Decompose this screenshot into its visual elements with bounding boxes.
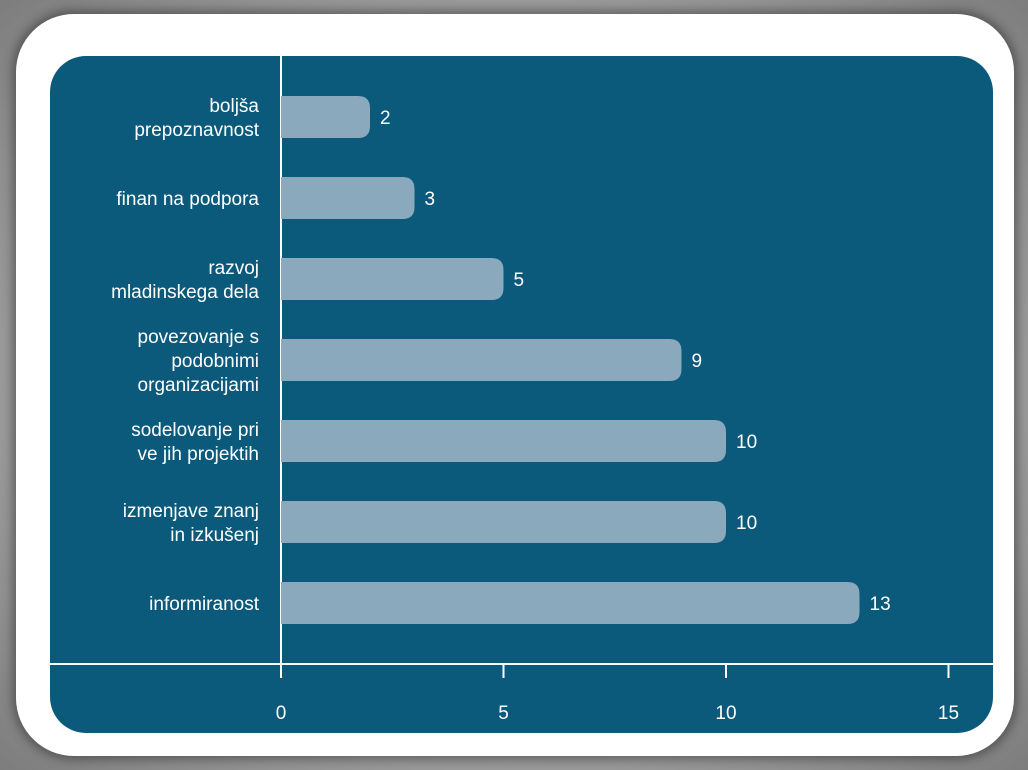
x-tick-label: 15 xyxy=(938,703,959,724)
category-label: ve jih projektih xyxy=(138,444,259,465)
bar xyxy=(281,582,860,624)
bar-value-label: 3 xyxy=(425,189,436,210)
bar xyxy=(281,420,726,462)
category-label: in izkušenj xyxy=(170,525,259,546)
x-tick-label: 5 xyxy=(498,703,509,724)
bar xyxy=(281,177,415,219)
bar xyxy=(281,258,504,300)
category-label: razvoj xyxy=(208,258,259,279)
bar-value-label: 2 xyxy=(380,108,391,129)
chart-panel: 0 5 10 15 2 boljša prepoznavnost 3 finan na podp… xyxy=(50,56,993,733)
bar-value-label: 5 xyxy=(514,270,525,291)
category-label: mladinskega dela xyxy=(111,282,259,303)
x-tick-label: 0 xyxy=(276,703,287,724)
bar xyxy=(281,501,726,543)
bar-value-label: 13 xyxy=(870,594,891,615)
category-label: prepoznavnost xyxy=(134,120,259,141)
category-label: organizacijami xyxy=(138,375,259,396)
category-label: sodelovanje pri xyxy=(131,420,259,441)
bar-value-label: 9 xyxy=(692,351,703,372)
bar xyxy=(281,96,370,138)
category-label: izmenjave znanj xyxy=(123,501,259,522)
category-label: podobnimi xyxy=(171,351,259,372)
bar-value-label: 10 xyxy=(736,432,757,453)
category-label: finan na podpora xyxy=(116,189,259,210)
category-label: povezovanje s xyxy=(138,327,259,348)
bar-chart: 0 5 10 15 2 boljša prepoznavnost 3 finan na podp… xyxy=(50,56,993,724)
category-label: boljša xyxy=(209,96,259,117)
category-label: informiranost xyxy=(149,594,260,615)
bar xyxy=(281,339,682,381)
x-tick-label: 10 xyxy=(715,703,736,724)
bar-value-label: 10 xyxy=(736,513,757,534)
